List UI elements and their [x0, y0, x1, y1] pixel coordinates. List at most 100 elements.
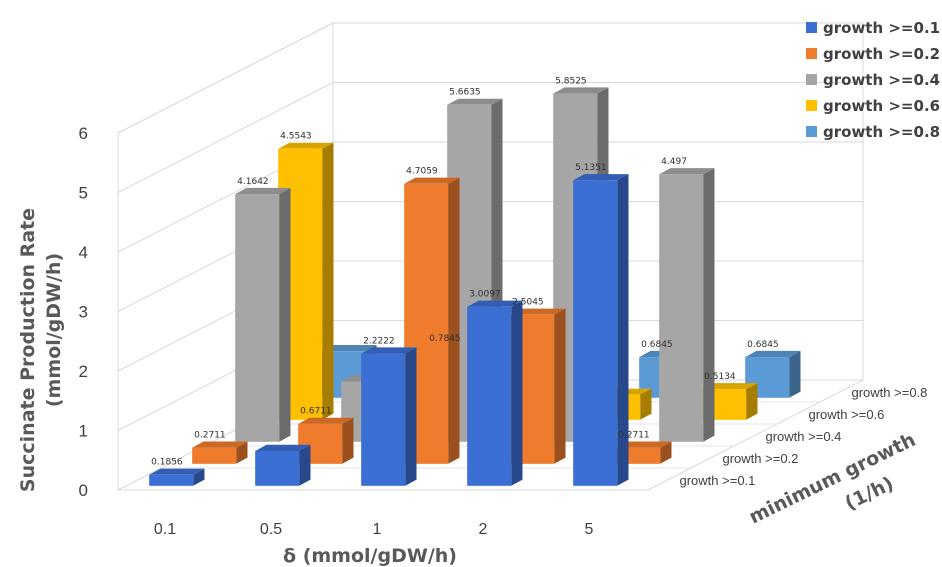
legend-label: growth >=0.1 [823, 19, 940, 37]
y-tick-label: 6 [79, 124, 88, 143]
data-label: 4.7059 [406, 167, 438, 177]
bar-top [235, 187, 291, 195]
bar-side [193, 468, 205, 486]
legend-swatch [806, 22, 817, 33]
bar-side [299, 444, 311, 486]
y-tick-label: 4 [79, 243, 88, 262]
data-label: 3.0097 [469, 290, 501, 300]
bar-top [321, 345, 377, 352]
bar-side [511, 300, 523, 486]
bar-top [192, 441, 248, 448]
y-tick-label: 1 [79, 422, 88, 441]
depth-tick-label: growth >=0.2 [723, 451, 799, 466]
bar [255, 444, 311, 486]
bar-front [192, 447, 237, 464]
gridline [117, 22, 863, 134]
data-label: 0.7845 [429, 334, 461, 344]
bar-side [746, 383, 758, 420]
bar-side [322, 142, 334, 420]
data-label: 5.8525 [555, 76, 587, 86]
data-label: 5.1351 [575, 163, 607, 173]
bars [149, 87, 801, 486]
y-tick-label: 0 [79, 481, 88, 500]
bar-top [659, 168, 715, 175]
y-axis-title-line2: (mmol/gDW/h) [43, 253, 65, 407]
data-label: 4.497 [661, 157, 687, 167]
bar-top [573, 174, 629, 181]
bar-top [702, 383, 758, 390]
bar-side [405, 347, 417, 486]
y-tick-label: 2 [79, 362, 88, 381]
gridline [117, 82, 863, 193]
bar-side [789, 350, 801, 398]
legend-swatch [806, 74, 817, 85]
bar-front [573, 180, 618, 486]
gridline [117, 141, 863, 253]
bar-front [255, 450, 300, 486]
bar [361, 347, 417, 486]
legend-item: growth >=0.6 [806, 97, 940, 115]
depth-tick-label: growth >=0.4 [766, 429, 842, 444]
bar [192, 441, 248, 464]
bar [235, 187, 291, 442]
bar [659, 168, 715, 442]
x-tick-label: 2 [479, 521, 488, 538]
bar [467, 300, 523, 486]
bar-side [660, 441, 672, 464]
bar [149, 468, 205, 486]
data-label: 0.1856 [151, 458, 183, 468]
bar-side [342, 417, 354, 464]
legend-swatch [806, 48, 817, 59]
x-tick-label: 5 [585, 521, 594, 538]
legend-swatch [806, 126, 817, 137]
bar-top [447, 98, 503, 105]
x-axis-title: δ (mmol/gDW/h) [283, 545, 457, 567]
bar-top [255, 444, 311, 451]
axes: 0 1 2 3 4 5 6 0.1 0.5 1 2 5 growth >=0.1 growth >=0.2… [79, 124, 928, 538]
data-label: 0.6845 [641, 340, 673, 350]
bar-top [616, 441, 672, 448]
bar-front [149, 474, 194, 486]
bar-side [554, 308, 566, 464]
y-tick-label: 5 [79, 184, 88, 203]
data-label: 0.6845 [747, 340, 779, 350]
legend-item: growth >=0.1 [806, 19, 940, 37]
x-tick-label: 0.5 [260, 521, 282, 538]
bar-top [278, 142, 334, 149]
legend-label: growth >=0.4 [823, 71, 940, 89]
data-label: 0.5134 [704, 372, 736, 382]
bar [573, 174, 629, 486]
depth-tick-label: growth >=0.6 [809, 407, 885, 422]
bar-side [703, 168, 715, 442]
data-label: 4.1642 [237, 177, 268, 187]
depth-tick-label: growth >=0.1 [680, 473, 756, 488]
legend-label: growth >=0.8 [823, 123, 940, 141]
x-tick-label: 1 [373, 521, 382, 538]
bar-front [659, 174, 704, 442]
bar-top [745, 350, 801, 358]
bar-side [640, 388, 652, 420]
bar-top [553, 87, 609, 94]
depth-tick-label: growth >=0.8 [852, 385, 928, 400]
data-label: 0.2711 [618, 431, 650, 441]
bar-side [236, 441, 248, 464]
bar-top [467, 300, 523, 307]
data-label: 2.2222 [363, 336, 395, 346]
bar-side [448, 177, 460, 464]
bar-top [149, 468, 205, 475]
data-label: 4.5543 [280, 132, 312, 142]
data-label: 0.6711 [300, 407, 332, 417]
legend-swatch [806, 100, 817, 111]
x-tick-label: 0.1 [154, 521, 176, 538]
y-tick-label: 3 [79, 303, 88, 322]
bar-top [298, 417, 354, 424]
bar-front [467, 306, 512, 486]
bar-top [510, 308, 566, 315]
bar-top [361, 347, 417, 354]
legend-item: growth >=0.4 [806, 71, 940, 89]
data-label: 0.2711 [194, 431, 226, 441]
data-labels: 0.7845 0.6845 0.6845 4.5543 0.5134 4.1642 5.66… [151, 76, 779, 468]
y-axis-title-line1: Succinate Production Rate [17, 208, 39, 492]
bar [298, 417, 354, 464]
